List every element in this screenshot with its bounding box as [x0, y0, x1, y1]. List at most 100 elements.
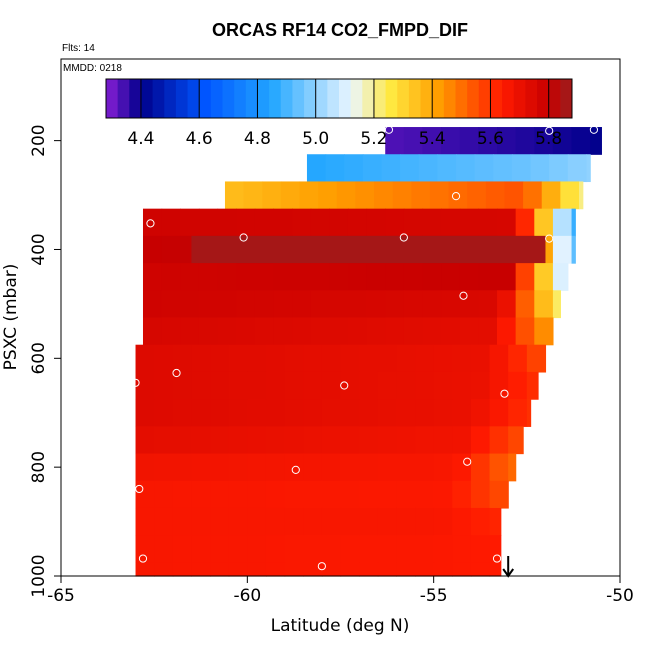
- dark-streak: [191, 235, 546, 264]
- colorbar-segment: [327, 79, 340, 118]
- colorbar-segment: [304, 79, 317, 118]
- heatmap-cell: [415, 371, 435, 400]
- heatmap-cell: [515, 208, 535, 237]
- heatmap-cell: [359, 562, 379, 577]
- heatmap-cell: [586, 154, 591, 183]
- heatmap-cell: [396, 371, 416, 400]
- heatmap-cell: [265, 344, 286, 373]
- y-tick-label: 200: [29, 124, 49, 156]
- heatmap-cell: [273, 290, 293, 319]
- flight-point: [340, 381, 349, 390]
- heatmap-cell: [400, 154, 420, 183]
- heatmap-cell: [210, 535, 230, 563]
- heatmap-cell: [511, 154, 532, 183]
- heatmap-cell: [310, 290, 330, 319]
- flight-point: [451, 192, 461, 201]
- y-tick-label: 800: [29, 451, 49, 483]
- heatmap-cell: [191, 535, 211, 563]
- heatmap-cell: [321, 371, 342, 400]
- heatmap-cell: [377, 480, 397, 509]
- colorbar-segment: [339, 79, 352, 118]
- heatmap-cell: [489, 507, 502, 536]
- heatmap-cell: [236, 208, 256, 237]
- heatmap-cell: [228, 535, 248, 563]
- heatmap-cell: [142, 290, 163, 319]
- colorbar-segment: [269, 79, 282, 118]
- heatmap-cell: [154, 507, 174, 536]
- heatmap-cell: [228, 371, 248, 400]
- heatmap-cell: [172, 399, 193, 427]
- heatmap-cell: [303, 562, 323, 577]
- heatmap-cell: [347, 290, 368, 319]
- heatmap-cell: [228, 480, 248, 509]
- x-axis-label: Latitude (deg N): [271, 616, 410, 636]
- heatmap-cell: [228, 562, 248, 577]
- colorbar-segment: [560, 79, 573, 118]
- heatmap-cell: [161, 235, 181, 264]
- heatmap-cell: [508, 344, 528, 373]
- colorbar-segment: [502, 79, 515, 118]
- colorbar-segment: [164, 79, 177, 118]
- heatmap-cell: [142, 208, 163, 237]
- heatmap-cell: [385, 263, 405, 291]
- heatmap-cell: [359, 507, 379, 536]
- heatmap-cell: [210, 399, 230, 427]
- heatmap-cell: [396, 562, 416, 577]
- heatmap-cell: [456, 154, 476, 183]
- heatmap-cell: [247, 453, 267, 482]
- heatmap-cell: [161, 290, 181, 319]
- heatmap-cell: [340, 507, 360, 536]
- heatmap-cell: [161, 208, 181, 237]
- colorbar-tick-label: 5.4: [419, 129, 446, 149]
- flight-point: [545, 126, 554, 135]
- colorbar-segment: [490, 79, 503, 118]
- heatmap-cell: [284, 535, 304, 563]
- heatmap-cell: [470, 453, 491, 482]
- heatmap-cell: [210, 562, 230, 577]
- colorbar-tick-label: 5.8: [535, 129, 562, 149]
- heatmap-cell: [403, 317, 424, 346]
- heatmap-cell: [247, 344, 267, 373]
- heatmap-cell: [154, 453, 174, 482]
- heatmap-cell: [135, 507, 155, 536]
- heatmap-cell: [303, 535, 323, 563]
- y-axis-label: PSXC (mbar): [1, 264, 21, 371]
- colorbar-segment: [199, 79, 212, 118]
- heatmap-cell: [385, 127, 405, 155]
- heatmap-cell: [340, 399, 360, 427]
- colorbar-segment: [478, 79, 491, 118]
- heatmap-cell: [355, 181, 375, 210]
- heatmap-cell: [198, 317, 219, 346]
- colorbar-tick-label: 5.2: [360, 129, 387, 149]
- heatmap-cell: [497, 208, 517, 237]
- heatmap-cell: [359, 480, 379, 509]
- heatmap-cell: [590, 127, 602, 155]
- heatmap-cell: [329, 290, 349, 319]
- heatmap-cell: [340, 562, 360, 577]
- colorbar-segment: [362, 79, 375, 118]
- heatmap-cell: [478, 263, 498, 291]
- colorbar-tick-label: 4.6: [186, 129, 213, 149]
- flight-point: [172, 368, 181, 378]
- heatmap-cell: [318, 181, 338, 210]
- heatmap-cell: [247, 507, 267, 536]
- heatmap-cell: [560, 181, 580, 210]
- heatmap-cell: [437, 154, 457, 183]
- heatmap-cell: [396, 344, 416, 373]
- heatmap-cell: [217, 317, 237, 346]
- colorbar-segment: [420, 79, 433, 118]
- heatmap-cell: [303, 453, 323, 482]
- heatmap-cell: [377, 371, 397, 400]
- heatmap-cell: [433, 344, 453, 373]
- heatmap-cell: [236, 290, 256, 319]
- heatmap-cell: [489, 480, 509, 509]
- heatmap-cell: [433, 426, 453, 455]
- heatmap-cell: [415, 344, 435, 373]
- colorbar-tick-label: 5.0: [302, 129, 329, 149]
- heatmap-cell: [284, 480, 304, 509]
- heatmap-cell: [180, 290, 200, 319]
- heatmap-cell: [321, 507, 342, 536]
- heatmap-cell: [321, 562, 342, 577]
- heatmap-cell: [292, 263, 312, 291]
- flight-point: [239, 233, 248, 242]
